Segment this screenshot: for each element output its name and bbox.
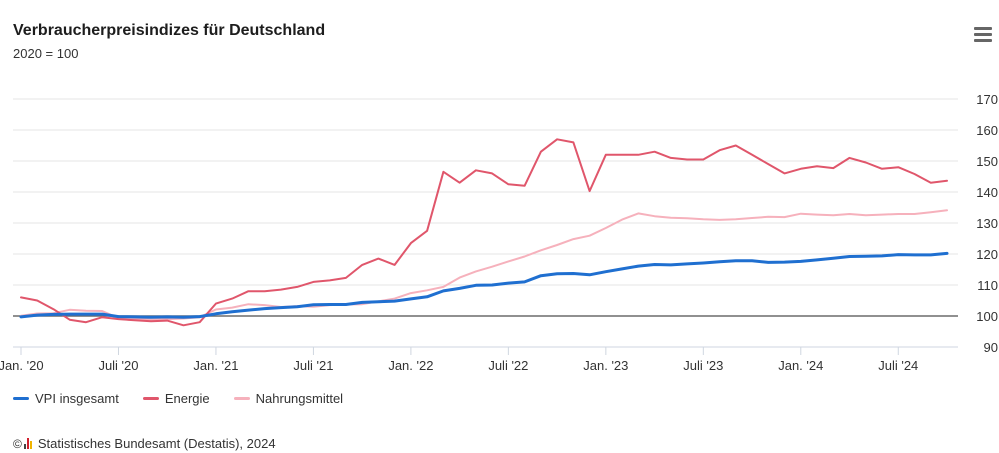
x-tick-label: Jan. '23 (583, 358, 628, 373)
legend-label: Nahrungsmittel (255, 391, 344, 406)
legend: VPI insgesamt Energie Nahrungsmittel (13, 391, 367, 406)
credits: © Statistisches Bundesamt (Destatis), 20… (13, 436, 276, 451)
y-tick-label: 160 (976, 123, 998, 138)
legend-item-vpi[interactable]: VPI insgesamt (13, 391, 119, 406)
x-tick-label: Juli '20 (98, 358, 138, 373)
x-tick-label: Jan. '24 (778, 358, 823, 373)
series-line-energie[interactable] (20, 138, 948, 327)
legend-swatch (13, 397, 29, 400)
chart-subtitle: 2020 = 100 (13, 46, 79, 61)
series-line-vpi-insgesamt[interactable] (19, 251, 949, 319)
series-lines (19, 138, 949, 327)
x-tick-label: Juli '21 (293, 358, 333, 373)
x-tick-label: Juli '23 (683, 358, 723, 373)
x-tick-label: Juli '24 (878, 358, 918, 373)
y-axis-tick-labels: 90 100 110 120 130 140 150 160 170 (976, 92, 998, 355)
y-tick-label: 130 (976, 216, 998, 231)
x-axis: Jan. '20 Juli '20 Jan. '21 Juli '21 Jan. '22… (0, 346, 958, 373)
legend-label: VPI insgesamt (35, 391, 119, 406)
y-tick-label: 150 (976, 154, 998, 169)
legend-item-nahrungsmittel[interactable]: Nahrungsmittel (233, 391, 344, 406)
copyright-symbol: © (13, 436, 22, 451)
x-tick-label: Jan. '22 (388, 358, 433, 373)
credits-text[interactable]: Statistisches Bundesamt (Destatis), 2024 (37, 436, 276, 451)
y-tick-label: 110 (977, 278, 998, 293)
legend-swatch (142, 397, 159, 400)
series-line-nahrungsmittel[interactable] (20, 209, 948, 321)
chart-title: Verbraucherpreisindizes für Deutschland (13, 22, 326, 39)
grid-lines (13, 98, 958, 348)
y-tick-label: 140 (976, 185, 998, 200)
legend-label: Energie (164, 391, 210, 406)
destatis-logo-icon (23, 438, 33, 449)
y-tick-label: 170 (976, 92, 998, 107)
y-tick-label: 100 (976, 309, 998, 324)
legend-swatch (233, 397, 250, 400)
line-chart: 90 100 110 120 130 140 150 160 170 Jan. '20 Juli … (0, 92, 998, 373)
x-tick-label: Jan. '20 (0, 358, 44, 373)
x-tick-label: Jan. '21 (193, 358, 238, 373)
y-tick-label: 120 (976, 247, 998, 262)
y-tick-label: 90 (984, 340, 998, 355)
x-tick-label: Juli '22 (488, 358, 528, 373)
hamburger-menu-icon[interactable] (974, 27, 992, 43)
legend-item-energie[interactable]: Energie (142, 391, 210, 406)
